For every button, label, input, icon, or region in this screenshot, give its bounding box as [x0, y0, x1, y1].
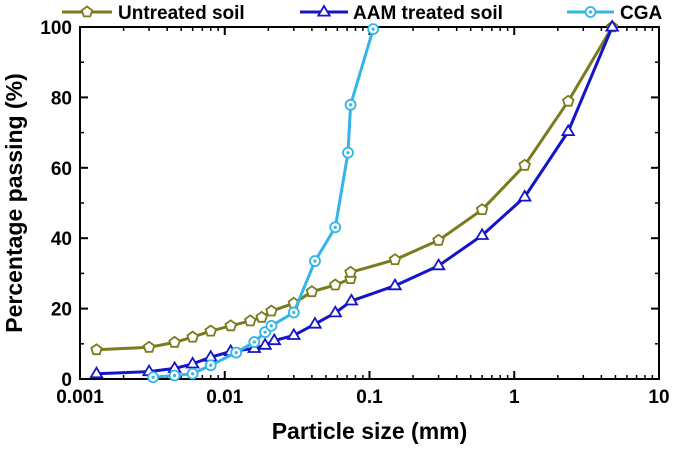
y-tick-label: 80 — [51, 88, 72, 109]
legend-entry: AAM treated soil — [300, 3, 503, 24]
data-point — [255, 310, 268, 323]
data-point — [474, 227, 490, 240]
legend: Untreated soil AAM treated soil CGA — [62, 3, 663, 24]
data-point — [388, 253, 402, 266]
series-line — [152, 28, 375, 379]
data-point — [230, 346, 243, 359]
data-point — [307, 316, 323, 329]
data-point — [344, 293, 359, 306]
data-point — [309, 255, 321, 267]
series-1 — [89, 19, 620, 379]
data-point — [431, 257, 446, 271]
legend-marker — [316, 4, 332, 17]
data-point — [186, 367, 199, 380]
y-tick-label: 100 — [40, 18, 72, 39]
data-point — [387, 277, 403, 291]
y-axis-title: Percentage passing (%) — [1, 73, 27, 332]
data-point — [90, 343, 103, 356]
y-tick-label: 20 — [51, 300, 72, 321]
data-point — [305, 285, 319, 298]
data-point — [204, 359, 217, 372]
x-tick-label: 0.001 — [56, 387, 104, 408]
data-point — [475, 203, 489, 216]
legend-label: Untreated soil — [118, 3, 245, 24]
y-tick-label: 40 — [51, 229, 72, 250]
data-point — [328, 305, 343, 318]
data-point — [142, 340, 156, 353]
data-point — [267, 332, 282, 346]
data-point — [185, 356, 200, 369]
data-point — [560, 123, 576, 137]
legend-marker — [584, 6, 597, 18]
data-point — [168, 369, 181, 382]
data-point — [367, 23, 380, 36]
series-layer — [89, 19, 620, 384]
data-point — [518, 158, 531, 171]
data-point — [344, 98, 357, 111]
legend-marker — [80, 5, 94, 18]
data-point — [286, 327, 302, 340]
plot-frame — [79, 26, 660, 380]
data-point — [561, 94, 575, 107]
data-point — [168, 335, 181, 348]
x-axis-title: Particle size (mm) — [272, 418, 468, 444]
x-tick-label: 10 — [648, 387, 669, 408]
data-point — [204, 324, 218, 337]
data-point — [517, 189, 532, 202]
series-2 — [147, 23, 380, 384]
data-point — [243, 314, 257, 327]
x-axis: 0.001 0.01 0.1 1 10 — [56, 27, 670, 408]
data-point — [328, 278, 342, 291]
data-point — [604, 19, 620, 32]
y-axis: 0 20 40 60 80 100 — [40, 18, 659, 391]
x-tick-label: 1 — [509, 387, 520, 408]
legend-entry: Untreated soil — [62, 3, 245, 24]
data-point — [248, 336, 261, 348]
y-tick-label: 60 — [51, 159, 72, 180]
data-point — [432, 233, 445, 246]
data-point — [287, 306, 300, 319]
x-tick-label: 0.1 — [356, 387, 383, 408]
data-point — [265, 319, 278, 332]
series-line — [96, 26, 614, 376]
data-point — [329, 221, 342, 234]
data-point — [147, 371, 160, 384]
series-0 — [90, 20, 619, 356]
x-tick-label: 0.01 — [206, 387, 243, 408]
plot-area — [79, 26, 660, 380]
y-tick-label: 0 — [61, 370, 72, 391]
legend-label: CGA — [620, 3, 663, 24]
data-point — [224, 319, 238, 332]
data-point — [89, 365, 104, 379]
data-point — [344, 265, 357, 278]
data-point — [265, 304, 278, 317]
data-point — [186, 330, 199, 343]
legend-entry: CGA — [567, 3, 663, 24]
data-point — [342, 146, 354, 159]
legend-label: AAM treated soil — [353, 3, 503, 24]
